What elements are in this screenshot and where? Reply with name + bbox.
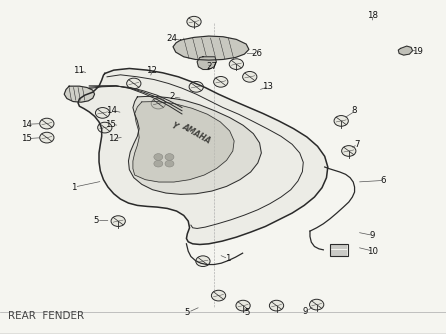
Circle shape (269, 300, 284, 311)
Text: AMAHA: AMAHA (180, 122, 212, 145)
Text: 26: 26 (251, 49, 262, 58)
Text: Y: Y (169, 121, 178, 132)
Circle shape (154, 160, 163, 167)
Text: 14: 14 (21, 120, 32, 129)
Circle shape (154, 154, 163, 160)
Text: 18: 18 (367, 11, 378, 19)
Text: 15: 15 (21, 134, 32, 143)
Circle shape (95, 108, 110, 118)
Text: 12: 12 (146, 66, 157, 74)
Text: 10: 10 (367, 247, 378, 256)
Text: 5: 5 (245, 308, 250, 317)
Text: REAR  FENDER: REAR FENDER (8, 311, 84, 321)
Circle shape (98, 122, 112, 133)
Circle shape (40, 132, 54, 143)
Text: 14: 14 (106, 106, 117, 115)
Circle shape (127, 78, 141, 89)
Circle shape (310, 299, 324, 310)
Text: 11: 11 (73, 66, 83, 74)
Circle shape (211, 290, 226, 301)
Text: 7: 7 (354, 140, 359, 149)
Text: 27: 27 (206, 62, 217, 71)
Text: 6: 6 (381, 176, 386, 185)
Circle shape (334, 116, 348, 126)
Text: 2: 2 (169, 93, 174, 101)
Circle shape (40, 118, 54, 129)
Polygon shape (78, 68, 328, 244)
Circle shape (243, 71, 257, 82)
Text: 5: 5 (93, 216, 99, 225)
Polygon shape (133, 102, 234, 182)
Text: 9: 9 (370, 231, 375, 240)
Polygon shape (64, 86, 95, 102)
Polygon shape (173, 36, 249, 60)
Text: 24: 24 (166, 34, 177, 43)
Circle shape (214, 76, 228, 87)
Polygon shape (128, 96, 261, 194)
Text: 13: 13 (262, 82, 273, 91)
Circle shape (189, 81, 203, 92)
Circle shape (196, 256, 210, 267)
Circle shape (187, 16, 201, 27)
Text: 19: 19 (412, 47, 422, 56)
Text: 9: 9 (303, 307, 308, 316)
Polygon shape (197, 57, 216, 69)
Circle shape (236, 300, 250, 311)
Text: 1: 1 (71, 183, 76, 191)
Polygon shape (398, 46, 413, 55)
Circle shape (342, 146, 356, 156)
Text: 12: 12 (108, 134, 119, 143)
Circle shape (165, 160, 174, 167)
Text: 5: 5 (185, 308, 190, 317)
Text: 1: 1 (225, 255, 230, 263)
Circle shape (111, 216, 125, 226)
Circle shape (151, 98, 165, 109)
Circle shape (165, 154, 174, 160)
Circle shape (229, 59, 244, 69)
Text: 15: 15 (105, 120, 116, 129)
Text: 8: 8 (352, 107, 357, 115)
